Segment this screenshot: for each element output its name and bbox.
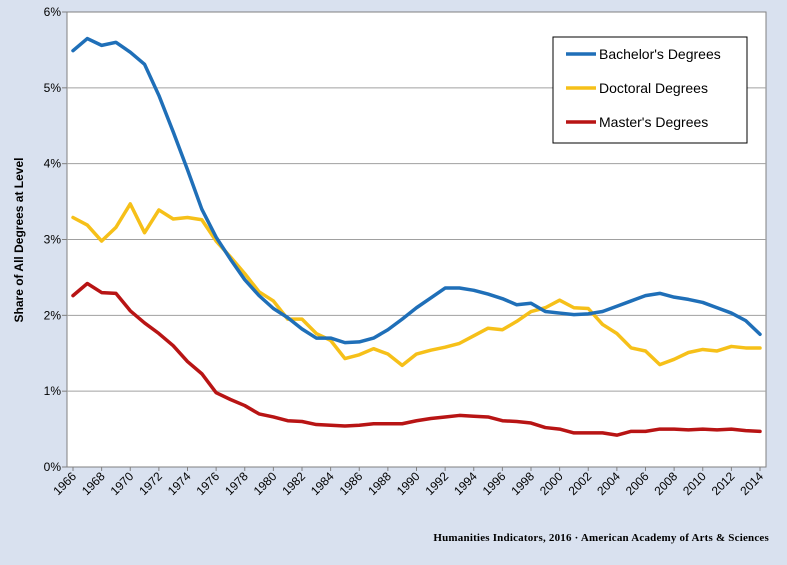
x-tick-label: 1998 — [508, 469, 537, 498]
x-tick-label: 1992 — [422, 469, 451, 498]
source-note: Humanities Indicators, 2016 · American A… — [433, 532, 769, 544]
y-tick-label: 2% — [44, 308, 62, 322]
x-tick-label: 1970 — [108, 469, 137, 498]
x-tick-label: 2008 — [651, 469, 680, 498]
y-axis-title: Share of All Degrees at Level — [12, 158, 26, 323]
x-tick-label: 2004 — [594, 469, 623, 498]
y-tick-label: 5% — [44, 81, 62, 95]
x-tick-label: 1974 — [165, 469, 194, 498]
x-tick-label: 1996 — [480, 469, 509, 498]
legend-label: Master's Degrees — [599, 114, 708, 130]
x-tick-label: 1994 — [451, 469, 480, 498]
x-tick-label: 1978 — [222, 469, 251, 498]
x-tick-label: 2002 — [566, 469, 595, 498]
series-line-2 — [71, 281, 762, 437]
x-axis-ticks: 1966 1968 1970 1972 1974 1976 1978 1980 1982 1984… — [50, 467, 766, 498]
x-tick-label: 1968 — [79, 469, 108, 498]
x-tick-label: 1990 — [394, 469, 423, 498]
x-tick-label: 1982 — [279, 469, 308, 498]
x-tick-label: 1976 — [193, 469, 222, 498]
x-tick-label: 1984 — [308, 469, 337, 498]
legend-label: Doctoral Degrees — [599, 80, 708, 96]
series-line-1 — [71, 202, 762, 368]
legend-label: Bachelor's Degrees — [599, 46, 721, 62]
x-tick-label: 1980 — [251, 469, 280, 498]
y-tick-label: 3% — [44, 233, 62, 247]
y-tick-label: 0% — [44, 460, 62, 474]
x-tick-label: 2012 — [709, 469, 738, 498]
x-tick-label: 2010 — [680, 469, 709, 498]
series-lines — [71, 36, 762, 437]
x-tick-label: 1972 — [136, 469, 165, 498]
x-tick-label: 2000 — [537, 469, 566, 498]
legend: Bachelor's Degrees Doctoral Degrees Master… — [552, 36, 748, 144]
y-axis-ticks: 0% 1% 2% 3% 4% 5% 6% — [44, 5, 67, 474]
series-line-0 — [71, 36, 762, 345]
x-tick-label: 1988 — [365, 469, 394, 498]
legend-items: Bachelor's Degrees Doctoral Degrees Master… — [566, 46, 721, 130]
x-tick-label: 2006 — [623, 469, 652, 498]
x-tick-label: 1986 — [337, 469, 366, 498]
y-tick-label: 4% — [44, 157, 62, 171]
y-tick-label: 1% — [44, 384, 62, 398]
y-tick-label: 6% — [44, 5, 62, 19]
x-tick-label: 2014 — [737, 469, 766, 498]
